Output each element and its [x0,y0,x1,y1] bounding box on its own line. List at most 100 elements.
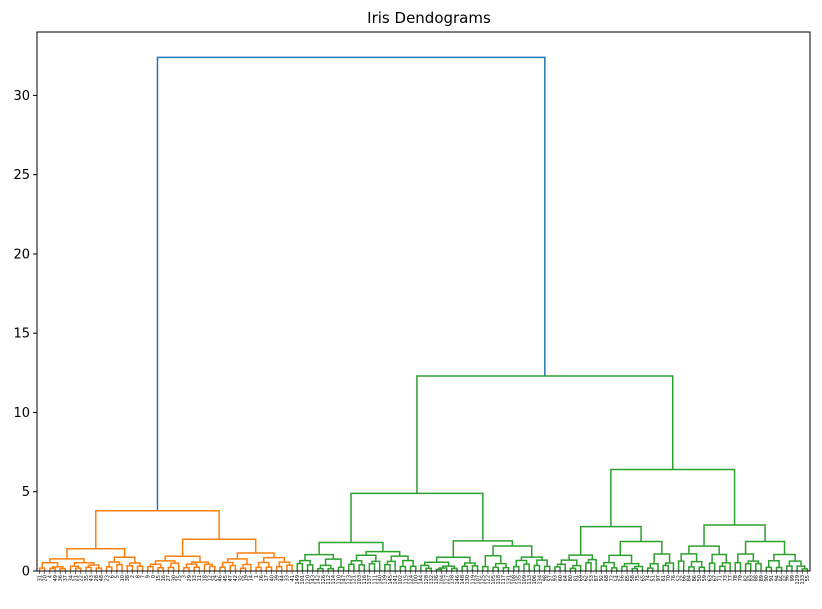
dendrogram-link [424,561,450,567]
dendrogram-link [435,568,443,571]
dendrogram-link [402,559,414,567]
x-axis-leaf-labels: 31 20 4 49 36 37 34 21 22 35 43 28 48 23 6 5 10 38 2 8 7 9 0 15… [37,571,811,585]
dendrogram-link [515,559,528,567]
leaf-label: 137 [367,575,373,585]
dendrogram-link [319,564,332,569]
leaf-label: 60 [558,575,564,581]
dendrogram-link [677,560,685,571]
leaf-label: 14 [249,575,255,581]
dendrogram-link [788,560,802,567]
leaf-label: 127 [444,575,450,585]
dendrogram-link [755,562,762,571]
leaf-label: 124 [408,575,414,585]
leaf-label: 77 [728,575,734,581]
leaf-label: 0 [151,575,157,578]
dendrogram-link [286,564,293,571]
leaf-label: 115 [403,575,409,585]
leaf-label: 104 [439,575,445,585]
dendrogram-links [38,56,809,571]
leaf-label: 73 [723,575,729,581]
leaf-label: 35 [84,575,90,581]
dendrogram-link [680,553,698,562]
dendrogram-link [775,566,783,571]
leaf-label: 42 [233,575,239,581]
dendrogram-link [768,560,780,568]
leaf-label: 140 [377,575,383,585]
leaf-label: 58 [630,575,636,581]
dendrogram-link [239,567,247,571]
dendrogram-link [569,567,577,571]
leaf-label: 96 [785,575,791,581]
dendrogram-link [203,563,213,571]
dendrogram-link [85,566,92,571]
dendrogram-link [536,559,548,567]
dendrogram-link [463,562,476,567]
leaf-label: 121 [352,575,358,585]
leaf-label: 4 [48,575,54,578]
dendrogram-link [38,567,46,571]
leaf-label: 17 [264,575,270,581]
leaf-label: 75 [635,575,641,581]
leaf-label: 136 [434,575,440,585]
leaf-label: 71 [718,575,724,581]
leaf-label: 149 [295,575,301,585]
dendrogram-link [623,562,640,567]
leaf-label: 135 [517,575,523,585]
dendrogram-link [95,567,103,571]
dendrogram-link [59,567,67,571]
dendrogram-link [698,566,706,571]
leaf-label: 16 [161,575,167,581]
dendrogram-link [193,566,201,571]
dendrogram-link [386,560,396,571]
dendrogram-link [688,545,720,555]
dendrogram-link [257,561,270,568]
leaf-label: 81 [573,575,579,581]
leaf-label: 40 [269,575,275,581]
leaf-label: 141 [393,575,399,585]
dendrogram-link [608,554,633,564]
dendrogram-link [226,558,248,565]
dendrogram-link [556,563,566,571]
dendrogram-link [262,556,286,563]
leaf-label: 78 [733,575,739,581]
dendrogram-link [129,562,141,567]
dendrogram-link [190,561,210,565]
leaf-label: 107 [475,575,481,585]
dendrogram-link [543,565,551,571]
dendrogram-link [747,560,760,564]
y-tick-label: 0 [22,565,30,580]
leaf-label: 113 [527,575,533,585]
y-tick-label: 25 [13,168,30,183]
leaf-label: 117 [501,575,507,585]
dendrogram-link [579,525,642,556]
leaf-label: 24 [213,575,219,581]
leaf-label: 147 [341,575,347,585]
leaf-label: 20 [43,575,49,581]
leaf-label: 47 [228,575,234,581]
dendrogram-link [631,567,639,571]
dendrogram-link [327,567,335,571]
y-tick-label: 15 [13,327,30,342]
leaf-label: 6 [110,575,116,578]
leaf-label: 3 [182,575,188,578]
leaf-label: 38 [125,575,131,581]
dendrogram-link [520,556,543,561]
leaf-label: 95 [779,575,785,581]
leaf-label: 123 [347,575,353,585]
leaf-label: 27 [166,575,172,581]
dendrogram-link [74,567,82,571]
leaf-label: 37 [63,575,69,581]
leaf-label: 36 [58,575,64,581]
leaf-label: 93 [553,575,559,581]
dendrogram-link [512,565,520,571]
dendrogram-link [796,565,806,571]
leaf-label: 48 [99,575,105,581]
leaf-label: 70 [666,575,672,581]
dendrogram-link [219,566,226,571]
leaf-label: 89 [759,575,765,581]
leaf-label: 109 [522,575,528,585]
y-tick-label: 5 [22,485,30,500]
leaf-label: 114 [331,575,337,585]
dendrogram-link [358,564,365,571]
